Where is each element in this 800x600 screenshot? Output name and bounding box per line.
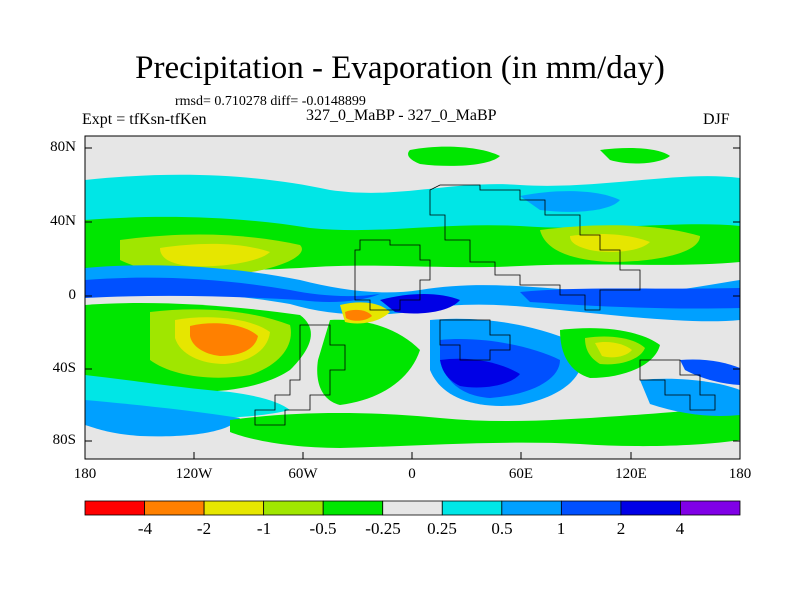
contour-band — [85, 400, 240, 437]
plot-title: Precipitation - Evaporation (in mm/day) — [135, 50, 665, 86]
y-tick-label: 40S — [52, 360, 76, 376]
contour-band — [230, 405, 740, 448]
contour-band — [190, 323, 258, 356]
contour-band — [595, 341, 632, 358]
continent-outline — [639, 359, 716, 411]
x-tick-label: 120W — [175, 466, 213, 482]
x-tick-label: 60W — [288, 466, 318, 482]
colorbar-segment — [322, 500, 384, 516]
subtitle-label: 327_0_MaBP - 327_0_MaBP — [306, 107, 497, 124]
statistics-text: rmsd= 0.710278 diff= -0.0148899 — [175, 94, 366, 109]
experiment-label: Expt = tfKsn-tfKen — [82, 111, 207, 128]
contour-band — [317, 319, 420, 405]
continent-outline — [254, 324, 346, 426]
colorbar-segment — [680, 500, 741, 516]
colorbar-segment — [501, 500, 562, 516]
contour-band — [85, 265, 740, 322]
colorbar-label: -1 — [256, 519, 272, 538]
colorbar-segment — [263, 500, 324, 516]
contour-band — [440, 358, 520, 388]
colorbar-segment — [144, 500, 205, 516]
x-tick-label: 60E — [508, 466, 534, 482]
season-label: DJF — [703, 111, 730, 128]
contour-field — [85, 136, 740, 459]
colorbar-label: 1 — [556, 519, 566, 538]
y-tick-label: 80N — [50, 139, 76, 155]
colorbar-segment — [441, 500, 503, 516]
colorbar — [84, 500, 741, 516]
contour-band — [680, 359, 740, 385]
x-tick-label: 0 — [408, 466, 416, 482]
colorbar-label: 0.5 — [491, 519, 513, 538]
colorbar-label: -0.5 — [309, 519, 337, 538]
colorbar-segment — [84, 500, 145, 516]
tick-marks — [84, 147, 741, 459]
colorbar-label: -2 — [196, 519, 212, 538]
colorbar-segment — [620, 500, 681, 516]
colorbar-segment — [382, 500, 443, 516]
y-tick-label: 40N — [50, 213, 76, 229]
colorbar-label: 0.25 — [427, 519, 457, 538]
colorbar-label: 2 — [616, 519, 626, 538]
colorbar-label: -0.25 — [365, 519, 401, 538]
y-tick-label: 0 — [68, 287, 77, 303]
x-tick-label: 120E — [615, 466, 647, 482]
contour-band — [520, 288, 740, 309]
contour-band — [600, 148, 670, 164]
y-tick-label: 80S — [52, 432, 76, 448]
contour-band — [570, 234, 650, 252]
contour-band — [345, 309, 372, 321]
continent-outline — [429, 184, 641, 311]
colorbar-segment — [203, 500, 265, 516]
x-tick-label: 180 — [728, 466, 752, 482]
continent-outline — [439, 319, 511, 361]
colorbar-segment — [560, 500, 622, 516]
contour-band — [85, 277, 380, 302]
contour-band — [408, 146, 500, 166]
x-tick-label: 180 — [73, 466, 97, 482]
contour-band — [160, 243, 270, 267]
colorbar-label: -4 — [137, 519, 153, 538]
colorbar-label: 4 — [675, 519, 685, 538]
continent-outline — [354, 239, 431, 311]
